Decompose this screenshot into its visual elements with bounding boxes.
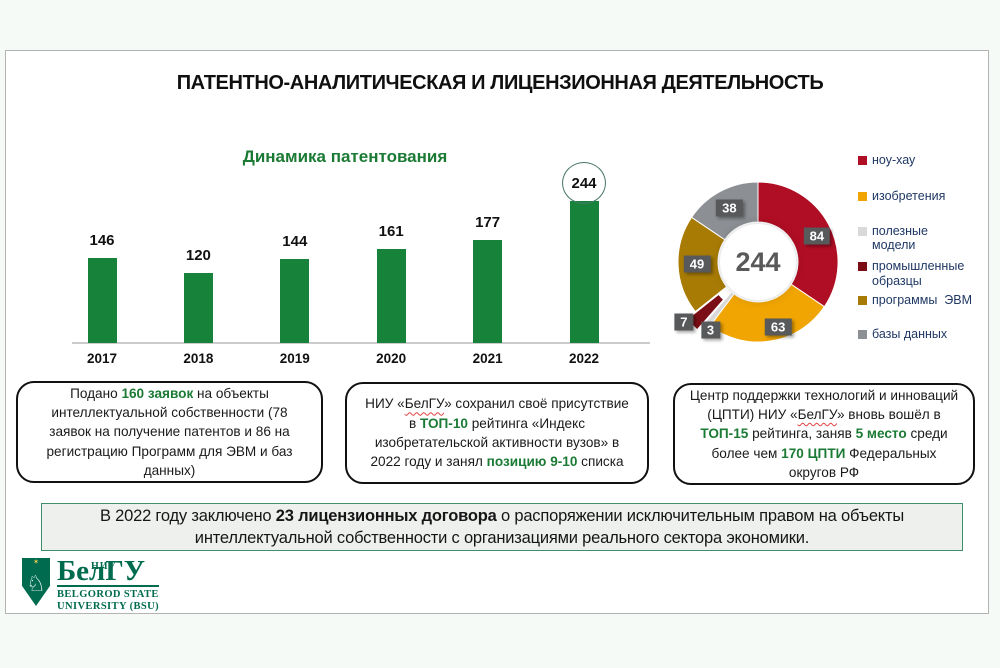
- logo-shield-icon: ✶ ♘: [22, 558, 50, 606]
- text-segment: Подано: [70, 385, 122, 401]
- page-title: ПАТЕНТНО-АНАЛИТИЧЕСКАЯ И ЛИЦЕНЗИОННАЯ ДЕ…: [176, 72, 824, 94]
- donut-center-total: 244: [735, 246, 781, 277]
- legend-swatch-icon: [858, 226, 867, 236]
- banner-text: В 2022 году заключено 23 лицензионных до…: [42, 505, 962, 550]
- text-segment: БелГУ: [404, 396, 445, 412]
- horse-icon: ♘: [26, 571, 46, 596]
- legend-item: базы данных: [858, 327, 988, 342]
- donut-value-label: 38: [716, 199, 743, 217]
- bar-2021: [473, 239, 503, 343]
- legend-label: ноу-хау: [872, 153, 916, 167]
- legend-item: программы ЭВМ: [858, 293, 988, 308]
- text-segment: » сохранил своё присутствие в: [408, 396, 629, 431]
- bar-value-label: 144: [282, 233, 308, 251]
- text-segment: ТОП-10: [419, 415, 468, 431]
- text-segment: среди более чем: [711, 426, 948, 461]
- text-segment: ТОП-15: [700, 426, 749, 442]
- legend-item: полезные модели: [858, 224, 988, 254]
- donut-value-label: 63: [764, 318, 792, 336]
- legend-label: базы данных: [872, 327, 948, 342]
- text-segment: 5 место: [855, 426, 907, 442]
- text-segment: на объекты интеллектуальной собственност…: [46, 385, 293, 478]
- bar-category-label: 2022: [568, 351, 600, 366]
- bar-2017: [87, 258, 117, 343]
- text-segment: » вновь вошёл в: [836, 407, 941, 423]
- bar-category-label: 2017: [86, 351, 118, 366]
- text-segment: списка: [577, 454, 624, 470]
- logo-university-name: БелГУ НИУ: [57, 555, 159, 587]
- text-segment: Центр поддержки технологий и инноваций (…: [689, 387, 959, 423]
- info-box-cpti-rating: Центр поддержки технологий и инноваций (…: [673, 383, 975, 485]
- legend-item: промышленные образцы: [858, 259, 988, 289]
- bar-value-label: 161: [378, 223, 404, 241]
- donut-value-label: 84: [803, 227, 831, 245]
- bar-2019: [280, 259, 310, 343]
- legend-swatch-icon: [858, 262, 867, 271]
- text-segment: рейтинга, заняв: [748, 426, 856, 442]
- text-segment: 23 лицензионных договора: [275, 506, 497, 525]
- bar-category-label: 2018: [183, 351, 214, 366]
- legend-swatch-icon: [858, 156, 867, 165]
- bar-category-label: 2020: [376, 351, 407, 366]
- bar-2018: [183, 273, 213, 343]
- legend-swatch-icon: [858, 330, 867, 340]
- donut-center-badge: 244: [720, 224, 796, 300]
- star-icon: ✶: [33, 559, 39, 566]
- text-segment: 170 ЦПТИ: [781, 445, 846, 461]
- bar-value-label: 177: [475, 213, 501, 231]
- bar-value-label: 120: [185, 247, 211, 265]
- text-segment: НИУ «: [365, 396, 405, 412]
- legend-swatch-icon: [858, 295, 867, 305]
- legend-label: изобретения: [872, 188, 946, 203]
- bar-2022: [569, 200, 599, 343]
- license-agreements-banner: В 2022 году заключено 23 лицензионных до…: [41, 503, 963, 551]
- donut-value-label: 49: [683, 255, 711, 273]
- bar-category-label: 2021: [472, 351, 503, 366]
- legend-label: полезные модели: [872, 223, 928, 253]
- legend-item: изобретения: [858, 189, 988, 204]
- logo-subtitle-line1: BELGOROD STATE: [57, 589, 159, 600]
- text-segment: 160 заявок: [121, 385, 194, 401]
- donut-legend: ноу-хау изобретения полезные модели промышл…: [858, 153, 988, 342]
- highlight-circle: [562, 161, 606, 204]
- info-box-text: НИУ «БелГУ» сохранил своё присутствие в …: [361, 394, 633, 471]
- logo-niu-label: НИУ: [91, 561, 117, 572]
- bar-value-label: 146: [89, 232, 115, 250]
- university-logo: ✶ ♘ БелГУ НИУ BELGOROD STATE UNIVERSITY …: [22, 555, 159, 613]
- text-segment: рейтинга «Индекс изобретательской активн…: [370, 415, 620, 470]
- text-segment: В 2022 году заключено: [99, 506, 276, 525]
- info-box-text: Подано 160 заявок на объекты интеллектуа…: [32, 384, 307, 480]
- legend-label: промышленные образцы: [872, 259, 965, 288]
- info-box-text: Центр поддержки технологий и инноваций (…: [689, 386, 959, 482]
- donut-value-label: 7: [674, 313, 694, 331]
- info-box-top10-rating: НИУ «БелГУ» сохранил своё присутствие в …: [345, 382, 649, 484]
- logo-text-block: БелГУ НИУ BELGOROD STATE UNIVERSITY (BSU…: [57, 555, 159, 613]
- bar-category-label: 2019: [279, 351, 310, 366]
- legend-swatch-icon: [858, 191, 867, 201]
- donut-value-label: 3: [700, 321, 721, 339]
- text-segment: БелГУ: [797, 407, 837, 423]
- logo-subtitle-line2: UNIVERSITY (BSU): [57, 601, 159, 612]
- logo-name-text: БелГУ: [57, 555, 146, 587]
- text-segment: о распоряжении исключительным правом на …: [194, 506, 905, 547]
- x-axis-line: [72, 342, 650, 344]
- text-segment: Федеральных округов РФ: [788, 445, 937, 480]
- bar-chart-title: Динамика патентования: [242, 147, 448, 166]
- bar-2020: [376, 249, 406, 343]
- bar-value-label: 244: [571, 174, 597, 192]
- legend-item: ноу-хау: [858, 153, 988, 168]
- legend-label: программы ЭВМ: [872, 292, 972, 307]
- info-box-applications: Подано 160 заявок на объекты интеллектуа…: [16, 381, 323, 483]
- text-segment: позицию 9-10: [486, 454, 578, 470]
